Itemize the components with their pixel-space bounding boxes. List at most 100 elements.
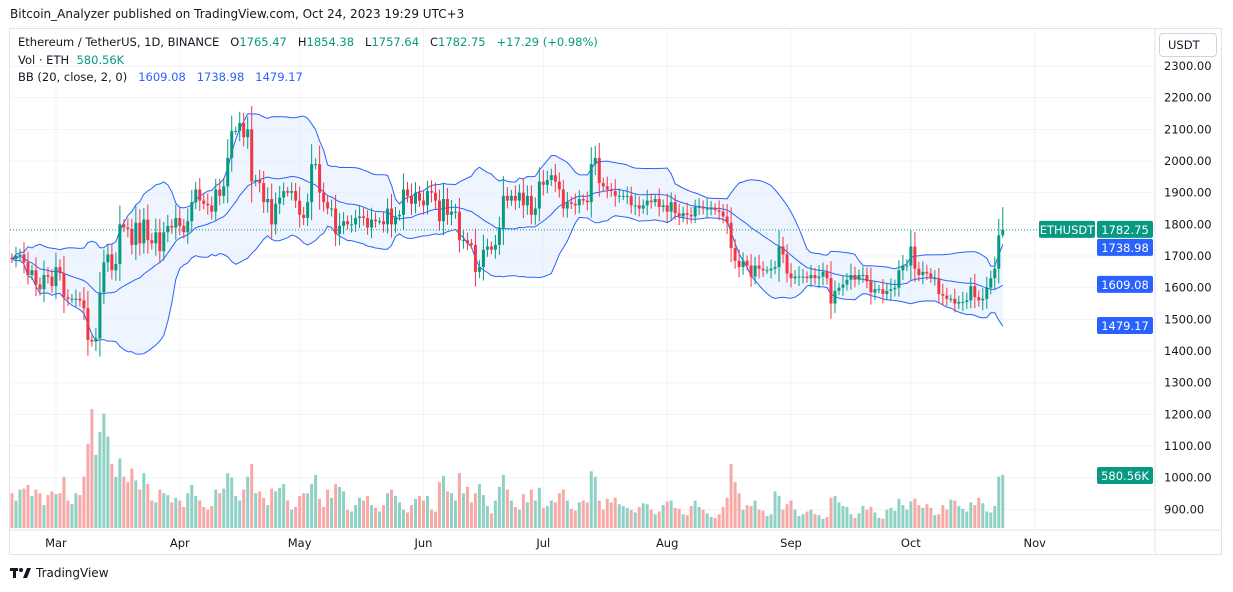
candle [557, 172, 561, 198]
volume-bar [521, 494, 525, 528]
candle [917, 261, 921, 282]
candle [258, 169, 262, 193]
candle-body [825, 271, 829, 279]
candle-body [142, 219, 146, 244]
candle [86, 290, 90, 356]
candle-body [569, 202, 573, 204]
candle [821, 262, 825, 286]
volume-bar [593, 476, 597, 528]
candle-body [545, 180, 549, 185]
volume-bar [697, 506, 701, 528]
candle [765, 266, 769, 274]
candle-body [533, 208, 537, 215]
candle [645, 189, 649, 216]
volume-bar [310, 484, 314, 528]
candle-body [378, 221, 382, 223]
volume-bar [929, 507, 933, 528]
candle [841, 275, 845, 296]
candle-body [94, 338, 98, 342]
volume-bar [989, 512, 993, 528]
volume-bar [14, 500, 18, 528]
candle [254, 174, 258, 187]
candle-body [577, 199, 581, 206]
candle [437, 189, 441, 232]
price-badge-bg [1097, 220, 1153, 238]
candle-body [322, 192, 326, 203]
candle-body [302, 214, 306, 219]
volume-bar [493, 500, 497, 528]
candle [214, 178, 218, 222]
volume-bar [286, 500, 290, 528]
volume-bar [645, 504, 649, 528]
volume-bar [437, 482, 441, 528]
volume-bar [545, 506, 549, 528]
candle [929, 268, 933, 283]
bb-lower-badge-bg [1097, 316, 1153, 334]
volume-bar [445, 491, 449, 528]
candle-body [541, 181, 545, 185]
candle [230, 115, 234, 172]
candle [901, 254, 905, 280]
volume-bar [509, 500, 513, 528]
volume-bar [202, 506, 206, 528]
candle-body [366, 218, 370, 228]
volume-bar [689, 506, 693, 528]
candle [909, 230, 913, 281]
price-badge-text: 1782.75 [1101, 223, 1149, 237]
candle [669, 192, 673, 221]
candle [22, 242, 26, 274]
candle-body [134, 222, 138, 245]
tradingview-logo[interactable]: TradingView [10, 566, 109, 580]
candle-body [861, 275, 865, 277]
candle [150, 233, 154, 250]
bb-label: BB (20, close, 2, 0) [18, 70, 128, 84]
volume-bar [837, 502, 841, 528]
time-tick-label: Apr [170, 536, 190, 550]
candle-body [386, 208, 390, 225]
candle-body [262, 183, 266, 203]
candle-body [34, 270, 38, 285]
candle [745, 255, 749, 271]
volume-bar [130, 468, 134, 528]
volume-bar [701, 509, 705, 528]
candle-body [10, 257, 14, 260]
candle [761, 261, 765, 277]
candle [106, 243, 110, 272]
candle-body [338, 225, 342, 234]
volume-bar [761, 510, 765, 528]
volume-bar [933, 515, 937, 528]
candle-body [410, 195, 413, 204]
currency-selector[interactable]: USDT [1159, 33, 1217, 57]
volume-bar [118, 458, 122, 528]
candle-body [150, 240, 154, 244]
volume-bar [965, 511, 969, 528]
candle [362, 208, 366, 226]
tradingview-logo-icon [10, 568, 31, 578]
candle-body [565, 202, 569, 209]
bb-basis-badge-text: 1609.08 [1101, 278, 1149, 292]
candle [433, 182, 437, 210]
volume-bar [785, 504, 789, 528]
candle-body [226, 157, 230, 187]
volume-bar [789, 500, 793, 528]
candle [521, 178, 525, 219]
candle-body [497, 227, 501, 245]
candle-body [853, 275, 857, 280]
candle-body [449, 211, 453, 215]
volume-bar [386, 493, 390, 528]
candle [945, 287, 949, 306]
candle [497, 216, 501, 255]
volume-bar [765, 516, 769, 528]
volume-bar [74, 493, 78, 528]
volume-bar [829, 497, 833, 528]
candle-body [146, 219, 150, 241]
candle-body [162, 232, 166, 252]
candle [242, 112, 246, 147]
candle-body [661, 205, 665, 207]
volume-bar [641, 503, 645, 528]
candle-body [821, 271, 825, 277]
candle-body [234, 130, 238, 132]
candle-body [925, 271, 929, 274]
candle [549, 168, 553, 186]
